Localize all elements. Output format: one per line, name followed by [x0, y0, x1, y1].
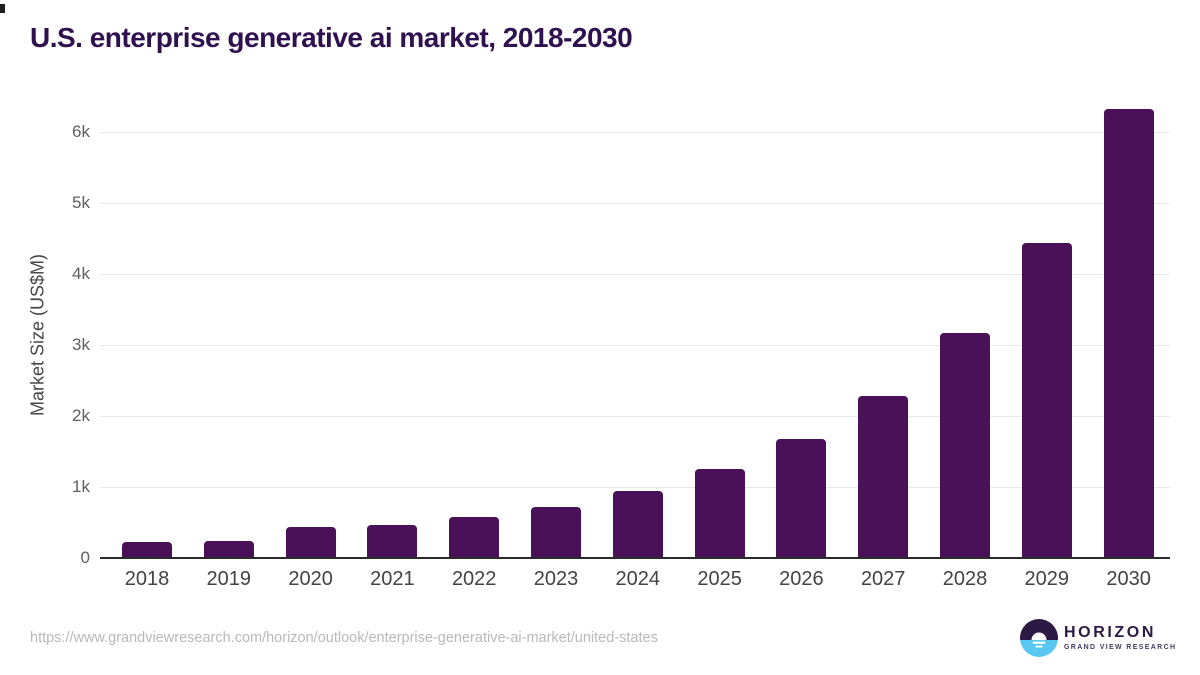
gridline-5k: [100, 202, 1170, 204]
bar-2030: [1103, 109, 1154, 558]
bar-2026: [776, 438, 827, 558]
bar-2023: [531, 506, 581, 558]
screenshot-corner-artifact: [0, 4, 5, 13]
x-tick-label-2030: 2030: [1106, 568, 1151, 590]
bar-2029: [1021, 243, 1072, 558]
x-tick-label-2018: 2018: [124, 568, 170, 590]
logo-name: HORIZON: [1064, 624, 1156, 641]
bar-2028: [940, 333, 990, 558]
horizon-logo: HORIZON GRAND VIEW RESEARCH: [1020, 619, 1176, 657]
x-tick-label-2019: 2019: [206, 568, 252, 590]
bar-2025: [694, 468, 745, 558]
gridline-6k: [100, 131, 1170, 133]
bar-2020: [285, 527, 336, 558]
x-tick-label-2024: 2024: [615, 568, 661, 590]
gridline-4k: [100, 273, 1170, 275]
x-tick-label-2027: 2027: [860, 568, 906, 590]
logo-text: HORIZON GRAND VIEW RESEARCH: [1064, 624, 1177, 652]
chart-title: U.S. enterprise generative ai market, 20…: [30, 22, 633, 53]
horizon-sun-icon: [1020, 619, 1058, 657]
x-tick-label-2025: 2025: [697, 568, 742, 590]
y-tick-label-4k: 4k: [72, 264, 90, 283]
bar-2021: [367, 525, 418, 558]
bar-2027: [858, 395, 909, 558]
x-tick-label-2022: 2022: [451, 568, 497, 590]
x-tick-label-2021: 2021: [370, 568, 415, 590]
x-tick-label-2020: 2020: [288, 568, 333, 590]
gridline-3k: [100, 344, 1170, 346]
x-tick-label-2028: 2028: [942, 568, 988, 590]
bar-2019: [203, 540, 254, 558]
bar-2024: [612, 491, 663, 558]
x-tick-label-2023: 2023: [533, 568, 579, 590]
logo-subtitle: GRAND VIEW RESEARCH: [1064, 644, 1177, 651]
y-tick-label-6k: 6k: [72, 122, 90, 141]
bar-2018: [122, 542, 172, 558]
y-tick-label-0: 0: [80, 548, 90, 567]
y-tick-label-2k: 2k: [72, 406, 90, 425]
gridline-1k: [100, 486, 1170, 488]
gridline-2k: [100, 415, 1170, 417]
x-axis-line: [100, 557, 1170, 559]
y-tick-label-5k: 5k: [72, 193, 90, 212]
y-tick-label-1k: 1k: [72, 477, 90, 496]
source-url: https://www.grandviewresearch.com/horizo…: [30, 630, 658, 646]
y-tick-label-3k: 3k: [72, 335, 90, 354]
bar-2022: [449, 516, 500, 558]
x-tick-label-2026: 2026: [779, 568, 824, 590]
x-tick-label-2029: 2029: [1024, 568, 1070, 590]
